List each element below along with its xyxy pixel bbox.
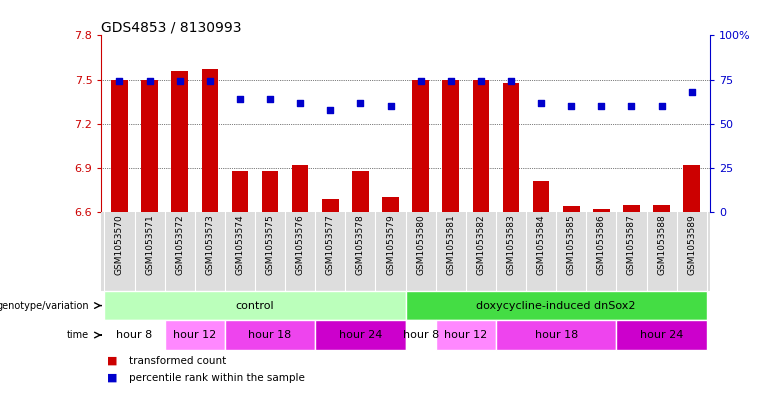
- Text: time: time: [67, 330, 89, 340]
- Bar: [201, 69, 218, 212]
- Bar: [406, 320, 436, 350]
- Point: [505, 78, 517, 84]
- Bar: [436, 320, 496, 350]
- Bar: [593, 209, 610, 212]
- Bar: [141, 79, 158, 212]
- Point: [173, 78, 186, 84]
- Point: [234, 96, 246, 102]
- Bar: [496, 320, 616, 350]
- Bar: [105, 320, 165, 350]
- Point: [113, 78, 126, 84]
- Point: [655, 103, 668, 109]
- Text: GDS4853 / 8130993: GDS4853 / 8130993: [101, 20, 242, 34]
- Text: hour 8: hour 8: [402, 330, 439, 340]
- Point: [264, 96, 276, 102]
- Bar: [262, 171, 278, 212]
- Text: hour 12: hour 12: [173, 330, 216, 340]
- Text: hour 12: hour 12: [445, 330, 488, 340]
- Point: [144, 78, 156, 84]
- Point: [626, 103, 638, 109]
- Text: hour 24: hour 24: [339, 330, 382, 340]
- Text: GSM1053570: GSM1053570: [115, 215, 124, 275]
- Point: [595, 103, 608, 109]
- Text: GSM1053578: GSM1053578: [356, 215, 365, 275]
- Text: hour 24: hour 24: [640, 330, 683, 340]
- Bar: [352, 171, 369, 212]
- Bar: [623, 205, 640, 212]
- Text: GSM1053576: GSM1053576: [296, 215, 305, 275]
- Text: hour 18: hour 18: [249, 330, 292, 340]
- Text: GSM1053571: GSM1053571: [145, 215, 154, 275]
- Bar: [406, 291, 707, 320]
- Point: [565, 103, 577, 109]
- Point: [204, 78, 216, 84]
- Bar: [315, 320, 406, 350]
- Text: GSM1053574: GSM1053574: [236, 215, 244, 275]
- Bar: [683, 165, 700, 212]
- Bar: [232, 171, 248, 212]
- Text: genotype/variation: genotype/variation: [0, 301, 89, 310]
- Text: GSM1053583: GSM1053583: [506, 215, 516, 275]
- Text: GSM1053575: GSM1053575: [265, 215, 275, 275]
- Text: GSM1053580: GSM1053580: [417, 215, 425, 275]
- Bar: [292, 165, 308, 212]
- Text: ■: ■: [108, 373, 118, 383]
- Text: GSM1053586: GSM1053586: [597, 215, 606, 275]
- Bar: [322, 199, 339, 212]
- Bar: [105, 291, 406, 320]
- Bar: [225, 320, 315, 350]
- Bar: [165, 320, 225, 350]
- Bar: [172, 71, 188, 212]
- Text: ■: ■: [108, 356, 118, 366]
- Bar: [112, 79, 128, 212]
- Point: [354, 99, 367, 106]
- Bar: [473, 79, 489, 212]
- Text: GSM1053587: GSM1053587: [627, 215, 636, 275]
- Bar: [382, 197, 399, 212]
- Point: [414, 78, 427, 84]
- Text: GSM1053572: GSM1053572: [176, 215, 184, 275]
- Bar: [533, 181, 549, 212]
- Point: [445, 78, 457, 84]
- Bar: [616, 320, 707, 350]
- Bar: [442, 79, 459, 212]
- Point: [324, 107, 336, 113]
- Text: transformed count: transformed count: [129, 356, 226, 366]
- Bar: [503, 83, 519, 212]
- Bar: [654, 205, 670, 212]
- Point: [686, 89, 698, 95]
- Text: GSM1053573: GSM1053573: [205, 215, 215, 275]
- Point: [475, 78, 488, 84]
- Bar: [413, 79, 429, 212]
- Point: [294, 99, 307, 106]
- Point: [385, 103, 397, 109]
- Text: GSM1053589: GSM1053589: [687, 215, 697, 275]
- Text: control: control: [236, 301, 275, 310]
- Text: GSM1053585: GSM1053585: [567, 215, 576, 275]
- Text: GSM1053588: GSM1053588: [657, 215, 666, 275]
- Text: percentile rank within the sample: percentile rank within the sample: [129, 373, 305, 383]
- Text: GSM1053581: GSM1053581: [446, 215, 456, 275]
- Text: hour 8: hour 8: [116, 330, 153, 340]
- Text: hour 18: hour 18: [534, 330, 578, 340]
- Text: doxycycline-induced dnSox2: doxycycline-induced dnSox2: [477, 301, 636, 310]
- Text: GSM1053584: GSM1053584: [537, 215, 546, 275]
- Text: GSM1053582: GSM1053582: [477, 215, 485, 275]
- Bar: [563, 206, 580, 212]
- Point: [535, 99, 548, 106]
- Text: GSM1053579: GSM1053579: [386, 215, 395, 275]
- Text: GSM1053577: GSM1053577: [326, 215, 335, 275]
